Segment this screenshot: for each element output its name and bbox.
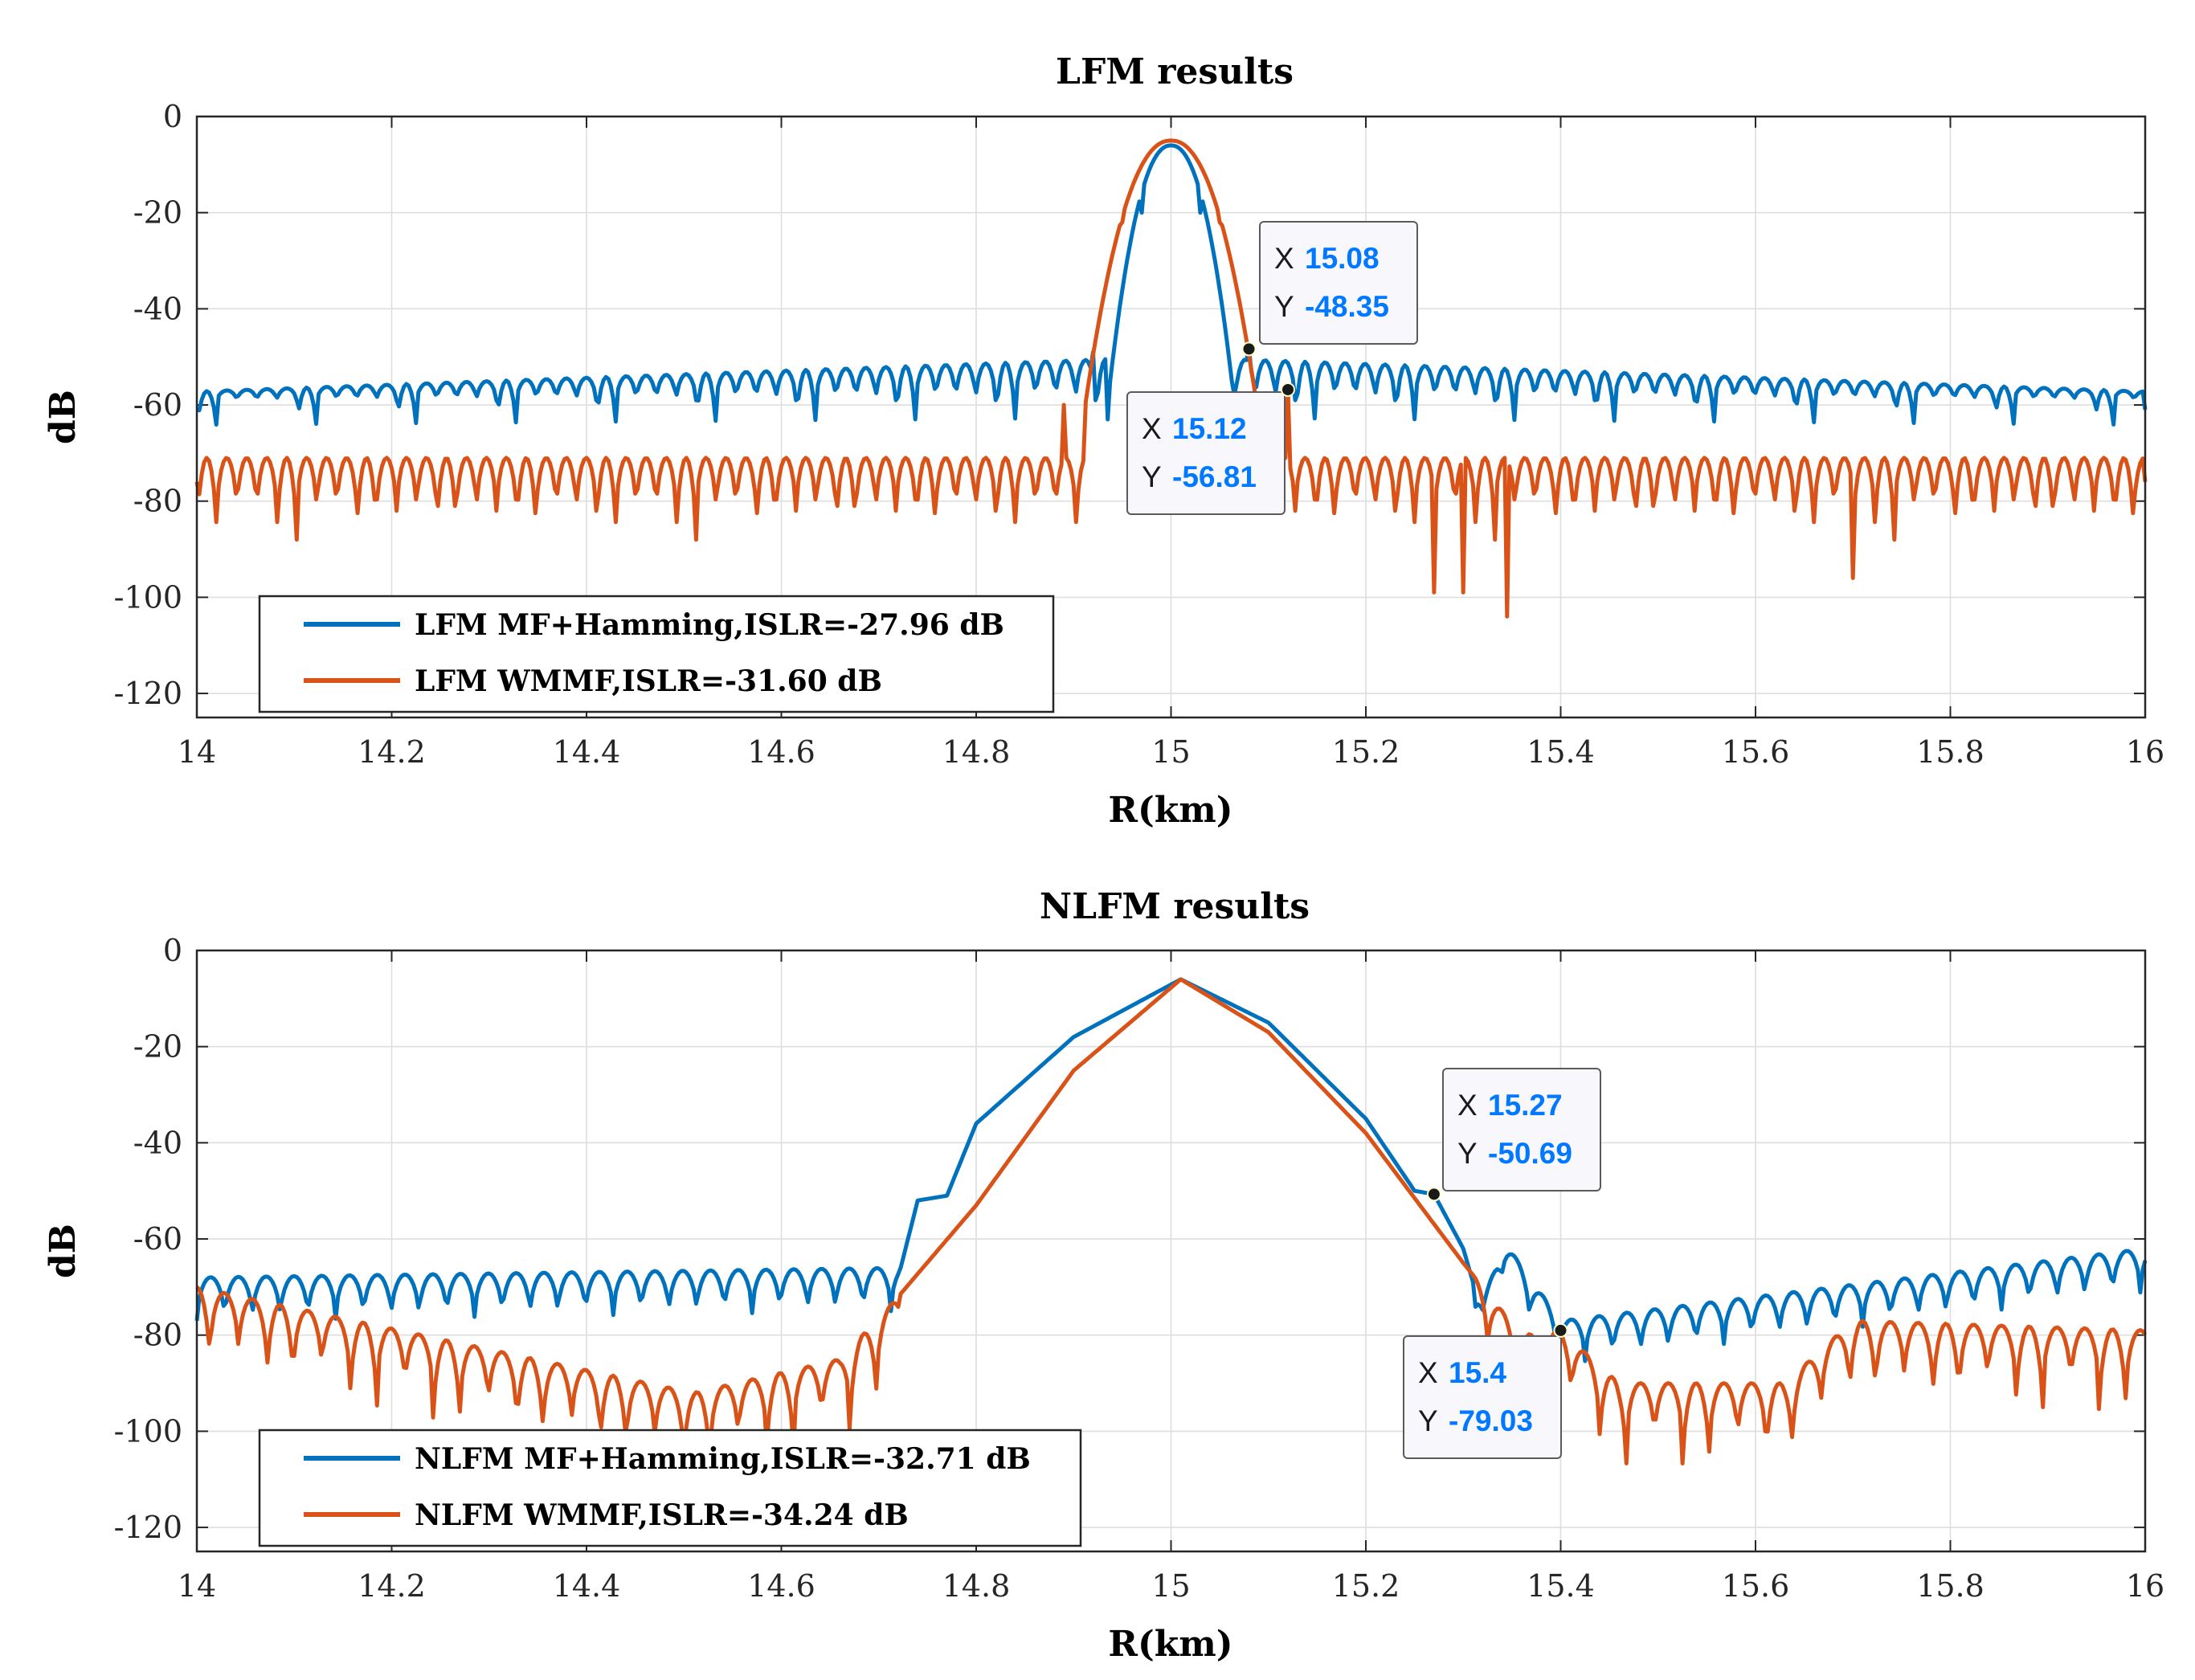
nlfm-results-chart: NLFM results 14 14.2 14.4 14.6 14.8 15 15.2 15.… — [43, 886, 2164, 1665]
series-lines — [194, 977, 2148, 1465]
series-line-wmmf — [194, 138, 2148, 619]
datatip[interactable]: X 15.12 Y -56.81 — [1126, 382, 1295, 515]
x-tick-label: 14.2 — [358, 734, 426, 770]
datatip-x-value: 15.4 — [1449, 1356, 1506, 1389]
y-tick-label: -100 — [114, 579, 182, 615]
datatip-x-value: 15.27 — [1488, 1089, 1563, 1122]
x-tick-label: 14.6 — [747, 1568, 815, 1604]
datatip-x-value: 15.12 — [1172, 412, 1247, 445]
x-tick-label: 14 — [178, 1568, 216, 1604]
y-tick-label: -120 — [114, 1510, 182, 1545]
x-tick-label: 15 — [1151, 1568, 1190, 1604]
x-tick-label: 15.2 — [1332, 1568, 1400, 1604]
x-tick-label: 14.4 — [553, 734, 621, 770]
datatip-marker[interactable] — [1281, 382, 1295, 397]
x-tick-label: 14.6 — [747, 734, 815, 770]
datatip[interactable]: X 15.4 Y -79.03 — [1403, 1322, 1568, 1459]
datatip-x-label: X — [1142, 412, 1162, 445]
series-lines — [194, 138, 2148, 619]
x-tick-label: 15.8 — [1916, 734, 1984, 770]
data-tips: X 15.27 Y -50.69 X 15.4 Y -79.03 — [1403, 1068, 1601, 1459]
datatip-box — [1403, 1335, 1562, 1459]
x-tick-label: 14.4 — [553, 1568, 621, 1604]
datatip[interactable]: X 15.27 Y -50.69 — [1426, 1068, 1601, 1202]
chart-title: LFM results — [1056, 51, 1294, 92]
y-tick-label: -20 — [133, 195, 182, 231]
x-tick-label: 15.6 — [1722, 1568, 1790, 1604]
y-tick-label: -80 — [133, 484, 182, 519]
datatip-marker[interactable] — [1241, 341, 1257, 357]
y-tick-label: -60 — [133, 387, 182, 423]
legend[interactable]: NLFM MF+Hamming,ISLR=-32.71 dB NLFM WMMF… — [258, 1429, 1082, 1547]
y-tick-labels: 0 -20 -40 -60 -80 -100 -120 — [114, 99, 182, 711]
y-tick-label: -60 — [133, 1221, 182, 1257]
legend-box — [258, 1429, 1082, 1547]
y-axis-label: dB — [43, 390, 84, 444]
series-line-wmmf — [195, 977, 2148, 1465]
datatip-y-label: Y — [1274, 290, 1294, 323]
legend-entry-wmmf: LFM WMMF,ISLR=-31.60 dB — [415, 664, 882, 698]
datatip-y-label: Y — [1457, 1137, 1478, 1170]
datatip-y-value: -56.81 — [1172, 460, 1257, 493]
x-tick-label: 15.2 — [1332, 734, 1400, 770]
x-tick-label: 16 — [2126, 1568, 2164, 1604]
datatip-box — [1259, 221, 1418, 345]
datatip-x-value: 15.08 — [1305, 242, 1380, 275]
datatip-y-value: -79.03 — [1449, 1404, 1533, 1437]
legend-entry-mf-hamming: LFM MF+Hamming,ISLR=-27.96 dB — [415, 608, 1004, 642]
x-tick-label: 15.6 — [1722, 734, 1790, 770]
y-tick-label: 0 — [163, 933, 182, 968]
axes-box — [195, 949, 2147, 1553]
x-tick-label: 14.2 — [358, 1568, 426, 1604]
datatip-marker[interactable] — [1553, 1322, 1568, 1338]
x-tick-label: 14.8 — [942, 1568, 1011, 1604]
series-line-mf-hamming — [194, 977, 2148, 1363]
x-tick-label: 14 — [178, 734, 216, 770]
x-tick-label: 15.4 — [1527, 1568, 1595, 1604]
y-tick-label: 0 — [163, 99, 182, 134]
legend-box — [258, 595, 1055, 713]
lfm-results-chart: LFM results 14 14.2 14.4 14.6 14.8 15 15.2 15.4… — [43, 51, 2164, 831]
y-tick-label: -40 — [133, 291, 182, 326]
y-tick-label: -80 — [133, 1318, 182, 1353]
y-tick-labels: 0 -20 -40 -60 -80 -100 -120 — [114, 933, 182, 1545]
y-tick-label: -40 — [133, 1125, 182, 1160]
datatip-y-label: Y — [1142, 460, 1162, 493]
datatip-y-value: -48.35 — [1305, 290, 1389, 323]
y-tick-label: -100 — [114, 1413, 182, 1449]
x-tick-label: 16 — [2126, 734, 2164, 770]
y-tick-label: -20 — [133, 1029, 182, 1065]
x-axis-label: R(km) — [1108, 790, 1232, 831]
chart-title: NLFM results — [1040, 886, 1310, 927]
x-tick-label: 15.8 — [1916, 1568, 1984, 1604]
x-tick-label: 15 — [1151, 734, 1190, 770]
legend-entry-wmmf: NLFM WMMF,ISLR=-34.24 dB — [415, 1498, 909, 1532]
datatip[interactable]: X 15.08 Y -48.35 — [1241, 221, 1418, 357]
legend-entry-mf-hamming: NLFM MF+Hamming,ISLR=-32.71 dB — [415, 1442, 1031, 1476]
x-tick-label: 14.8 — [942, 734, 1011, 770]
datatip-x-label: X — [1457, 1089, 1478, 1122]
datatip-box — [1126, 391, 1286, 515]
data-tips: X 15.08 Y -48.35 X 15.12 Y -56.81 — [1126, 221, 1418, 515]
legend[interactable]: LFM MF+Hamming,ISLR=-27.96 dB LFM WMMF,I… — [258, 595, 1055, 713]
x-axis-label: R(km) — [1108, 1624, 1232, 1665]
y-axis-label: dB — [43, 1224, 84, 1278]
datatip-y-label: Y — [1418, 1404, 1438, 1437]
x-tick-label: 15.4 — [1527, 734, 1595, 770]
axes-box — [195, 115, 2147, 719]
x-tick-labels: 14 14.2 14.4 14.6 14.8 15 15.2 15.4 15.6 15.8 16 — [178, 734, 2164, 770]
x-tick-labels: 14 14.2 14.4 14.6 14.8 15 15.2 15.4 15.6 15.8 16 — [178, 1568, 2164, 1604]
datatip-x-label: X — [1274, 242, 1294, 275]
datatip-x-label: X — [1418, 1356, 1438, 1389]
series-line-mf-hamming — [196, 143, 2148, 427]
datatip-marker[interactable] — [1426, 1187, 1441, 1202]
datatip-box — [1442, 1068, 1601, 1192]
datatip-y-value: -50.69 — [1488, 1137, 1572, 1170]
y-tick-label: -120 — [114, 676, 182, 711]
